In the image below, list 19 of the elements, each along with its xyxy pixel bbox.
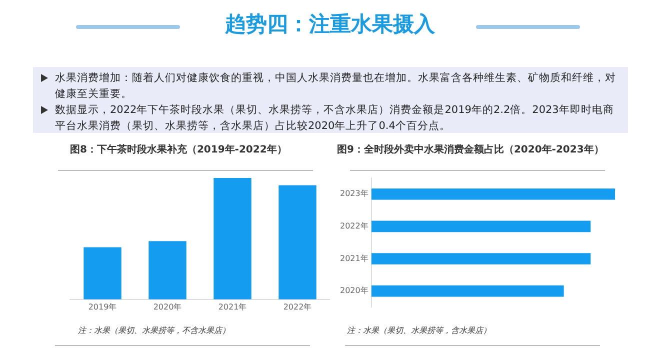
- y-tick-label: 2020年: [340, 286, 368, 296]
- bar: [148, 241, 186, 300]
- text: 注：水果（果切、水果捞等，不含水果店）: [78, 325, 230, 336]
- text: 数据显示，2022年下午茶时段水果（果切、水果捞等，不含水果店）消费金额是2019年的2.2倍。2023年即时电商平台水果消费（果切、水果捞等，含水果店）占比较2020年上升了0.4个百分点。: [55, 103, 615, 134]
- x-tick-label: 2021年: [218, 302, 247, 312]
- x-tick-label: 2022年: [283, 302, 312, 312]
- bar: [278, 185, 316, 300]
- text: 水果消费增加：随着人们对健康饮食的重视，中国人水果消费量也在增加。水果富含各种维生素、矿物质和纤维，对健康至关重要。: [55, 71, 617, 102]
- text: 趋势四：注重水果摄入: [224, 11, 436, 38]
- y-tick-label: 2021年: [340, 254, 368, 263]
- bar: [84, 247, 122, 300]
- chart-title: 图8：下午茶时段水果补充（2019年-2022年）: [70, 144, 287, 156]
- x-tick-label: 2020年: [153, 302, 182, 312]
- text: 注：水果（果切、水果捞等，含水果店）: [347, 325, 491, 336]
- x-tick-label: 2019年: [88, 302, 117, 312]
- y-tick-label: 2022年: [340, 222, 368, 231]
- chart-title: 图9：全时段外卖中水果消费金额占比（2020年-2023年）: [337, 144, 604, 156]
- bar: [214, 178, 252, 300]
- y-tick-label: 2023年: [340, 189, 368, 198]
